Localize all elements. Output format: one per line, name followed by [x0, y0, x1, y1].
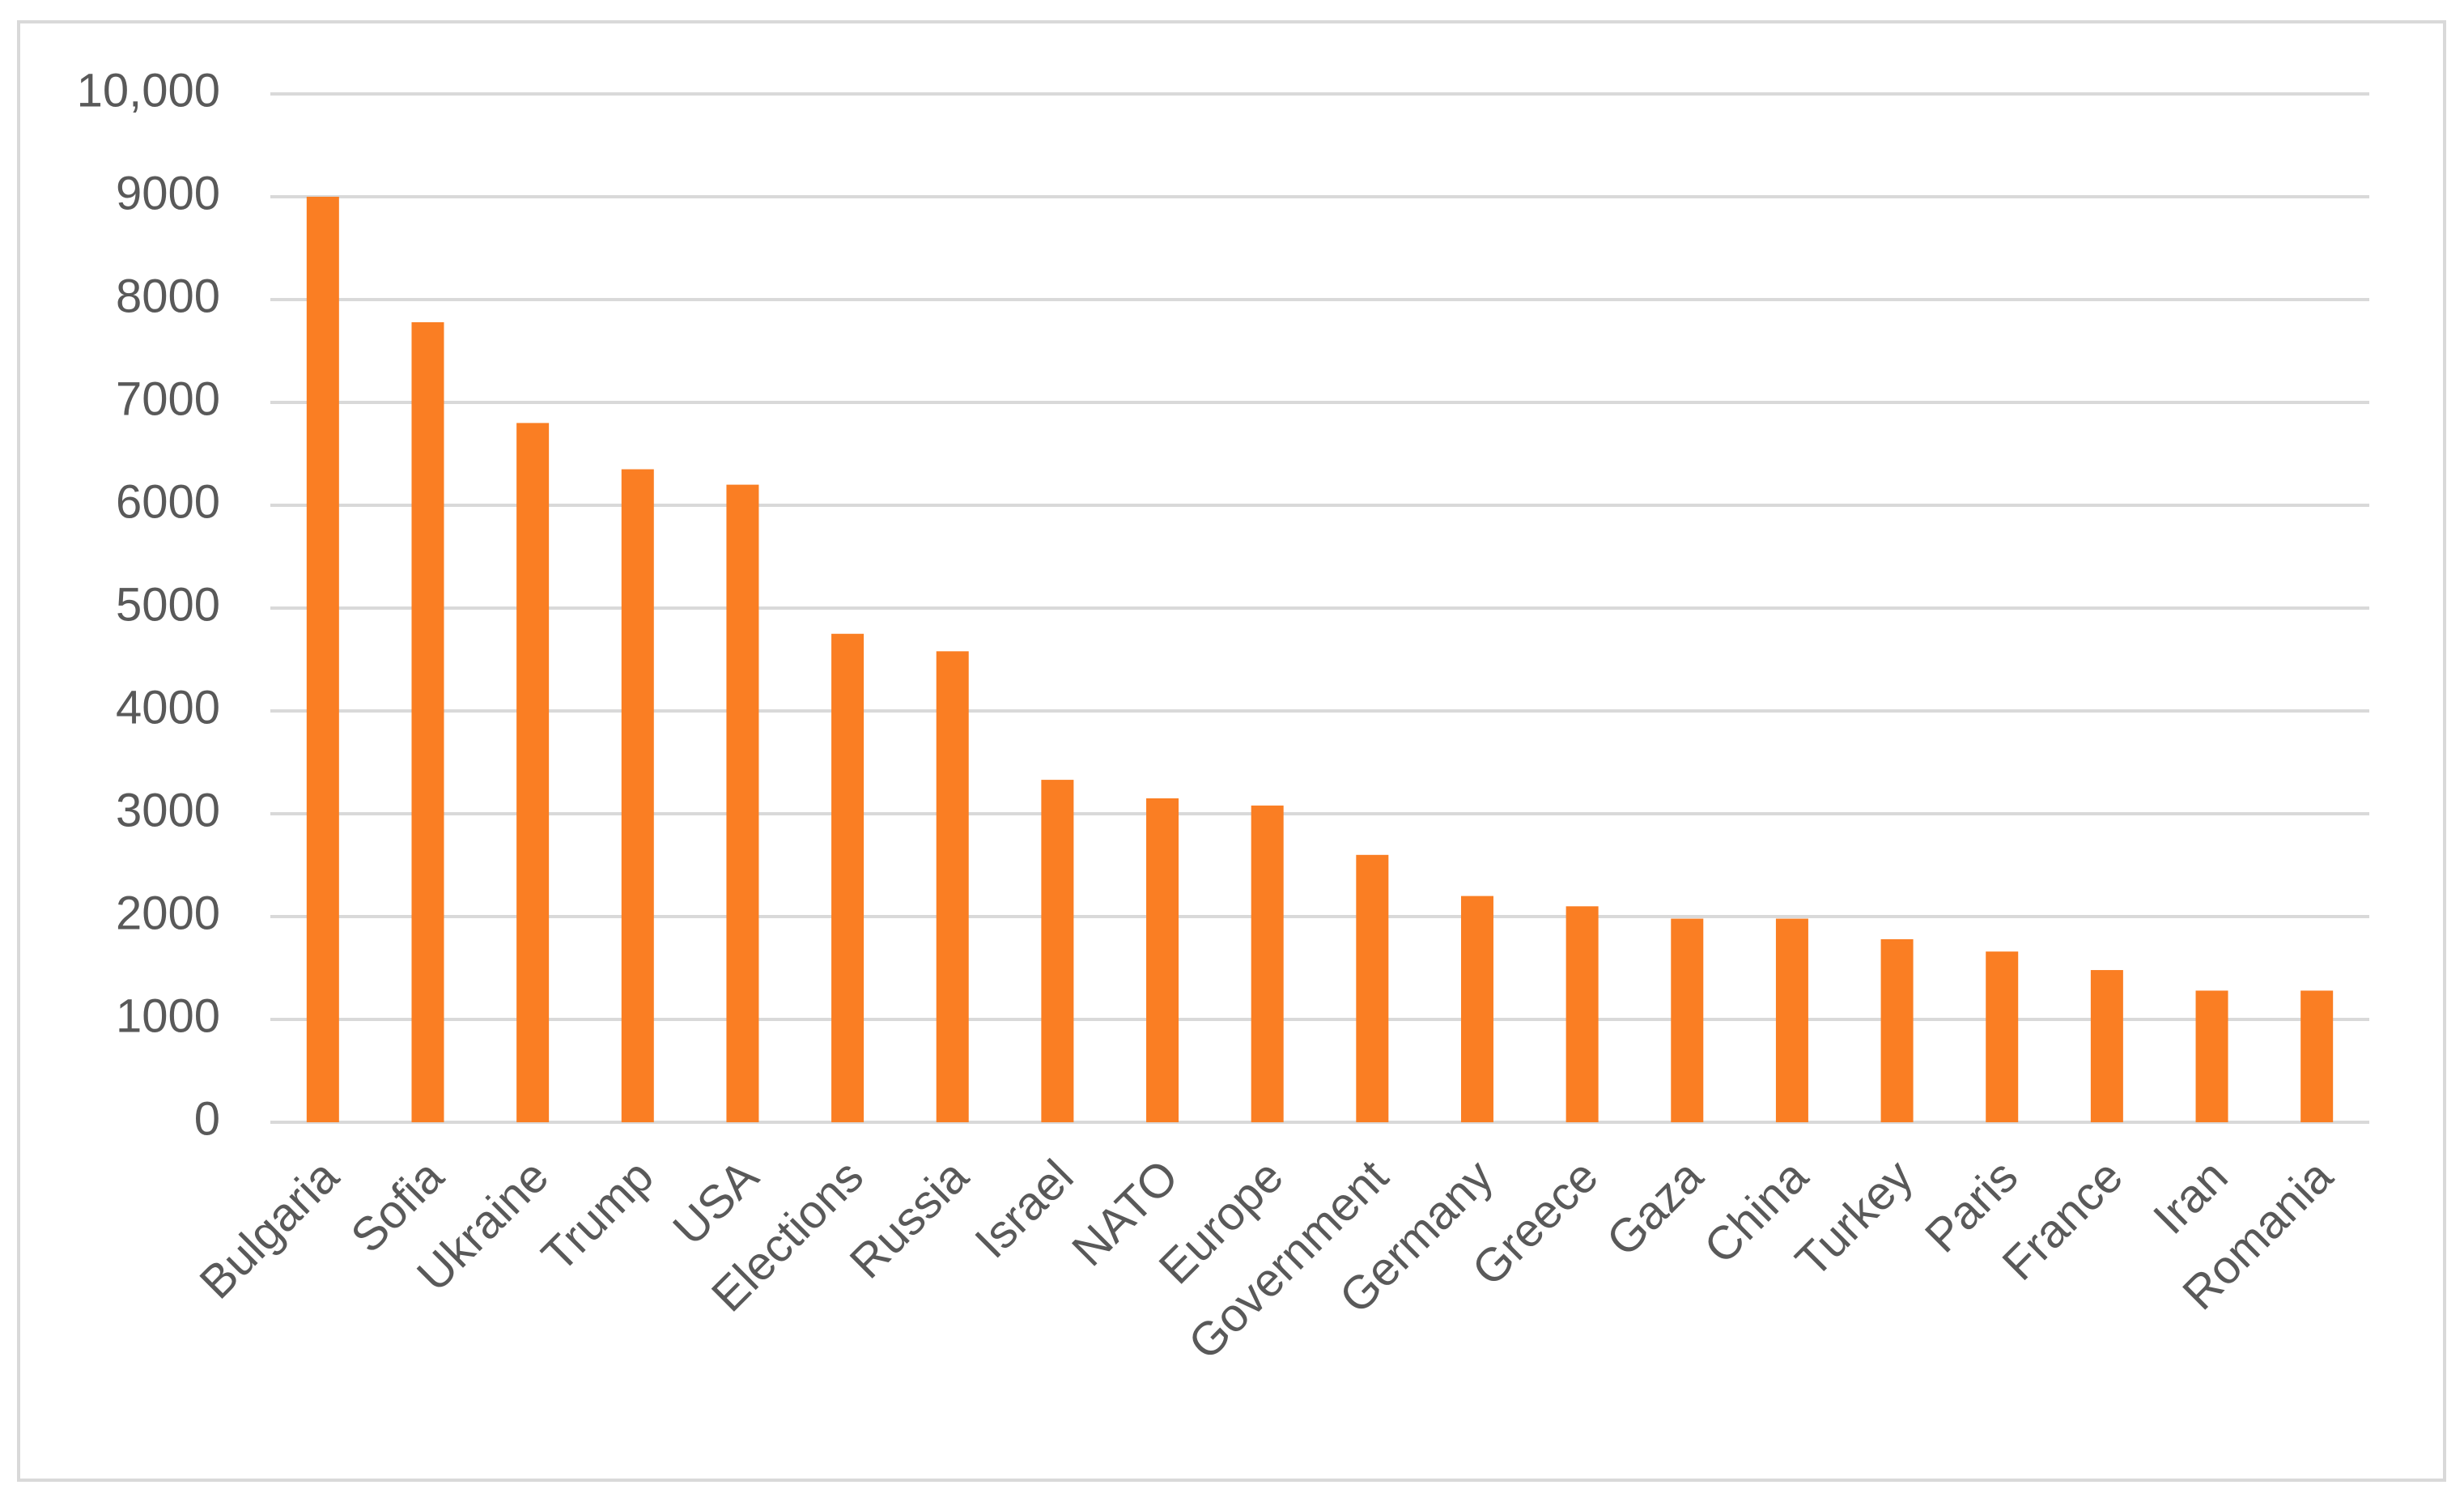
y-tick-label: 3000	[116, 784, 220, 836]
y-tick-label: 4000	[116, 681, 220, 734]
bar	[2090, 970, 2123, 1122]
bar	[1565, 906, 1599, 1122]
bar	[411, 321, 444, 1122]
y-tick-label: 8000	[116, 270, 220, 322]
bar	[306, 197, 339, 1122]
bar	[1041, 780, 1074, 1122]
bar	[1775, 918, 1808, 1122]
bar	[1880, 938, 1914, 1122]
bar	[2195, 990, 2228, 1122]
y-tick-label: 0	[194, 1092, 220, 1145]
bar	[516, 423, 550, 1122]
y-tick-label: 10,000	[77, 64, 220, 117]
bar	[1356, 854, 1389, 1122]
chart-border	[17, 20, 2446, 1482]
y-tick-label: 7000	[116, 372, 220, 425]
bar	[621, 469, 654, 1122]
y-tick-label: 6000	[116, 475, 220, 528]
y-tick-label: 2000	[116, 887, 220, 939]
bar	[831, 633, 865, 1122]
bar	[1986, 951, 2019, 1122]
bar	[726, 484, 759, 1122]
y-tick-label: 9000	[116, 167, 220, 219]
bar	[1460, 896, 1493, 1122]
bar	[1251, 805, 1284, 1122]
bar	[2300, 990, 2334, 1122]
bar	[1146, 798, 1179, 1122]
bar	[1671, 918, 1704, 1122]
y-tick-label: 5000	[116, 578, 220, 631]
bar	[936, 651, 969, 1122]
y-tick-label: 1000	[116, 989, 220, 1042]
